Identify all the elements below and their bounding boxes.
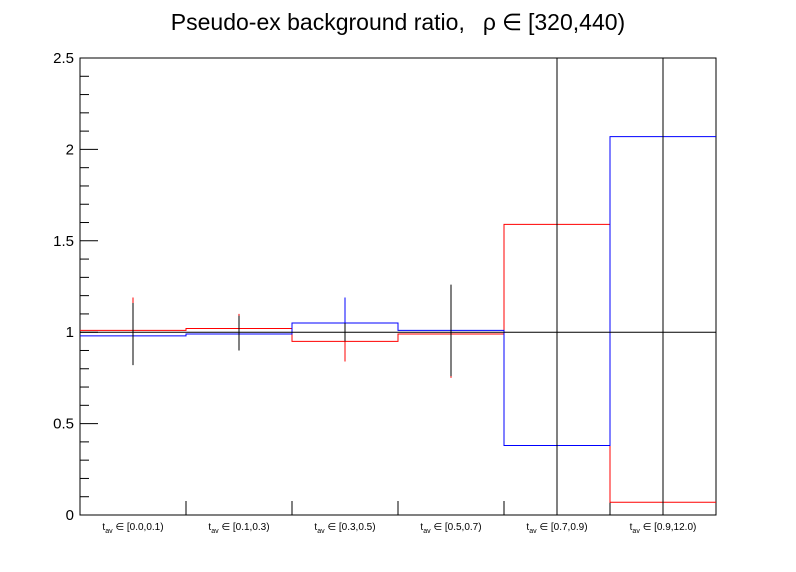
x-category-subscript: av (211, 528, 219, 535)
data-series (80, 136, 716, 503)
error-bars (132, 58, 664, 515)
x-category-range: ∈ [0.9,12.0) (640, 522, 697, 533)
x-category-range: ∈ [0.1,0.3) (219, 522, 270, 533)
x-category-var: t (102, 522, 105, 533)
x-category-range: ∈ [0.5,0.7) (431, 522, 482, 533)
y-tick-label: 0 (66, 507, 74, 524)
x-category-subscript: av (317, 528, 325, 535)
x-category-var: t (630, 522, 633, 533)
x-category-range: ∈ [0.0,0.1) (113, 522, 164, 533)
plot-frame (79, 57, 717, 516)
x-category-label: tav ∈ [0.3,0.5) (314, 522, 375, 535)
axis-ticks (80, 57, 611, 516)
x-category-label: tav ∈ [0.0,0.1) (102, 522, 163, 535)
x-category-label: tav ∈ [0.1,0.3) (208, 522, 269, 535)
x-category-subscript: av (105, 528, 113, 535)
x-category-var: t (208, 522, 211, 533)
chart-title: Pseudo-ex background ratio, ρ ∈ [320,440) (171, 9, 625, 35)
x-category-range: ∈ [0.3,0.5) (325, 522, 376, 533)
x-category-label: tav ∈ [0.9,12.0) (630, 522, 697, 535)
y-tick-label: 2.5 (53, 50, 74, 67)
y-tick-label: 2 (66, 141, 74, 158)
x-category-subscript: av (529, 528, 537, 535)
chart-title-main: Pseudo-ex background ratio, (171, 9, 465, 35)
chart-title-range: [320,440) (528, 9, 625, 35)
plot-frame-border (79, 57, 717, 516)
x-category-var: t (314, 522, 317, 533)
x-category-label: tav ∈ [0.5,0.7) (420, 522, 481, 535)
y-tick-label: 1 (66, 324, 74, 341)
y-tick-label: 0.5 (53, 416, 74, 433)
series-step-line-0 (80, 223, 716, 503)
x-category-subscript: av (632, 528, 640, 535)
x-category-range: ∈ [0.7,0.9) (537, 522, 588, 533)
series-step-line-1 (80, 136, 716, 447)
x-category-var: t (420, 522, 423, 533)
chart-title-relation: ∈ (502, 9, 522, 35)
y-tick-label: 1.5 (53, 233, 74, 250)
x-category-label: tav ∈ [0.7,0.9) (526, 522, 587, 535)
chart-title-symbol: ρ (483, 9, 496, 35)
x-category-subscript: av (423, 528, 431, 535)
x-category-var: t (526, 522, 529, 533)
